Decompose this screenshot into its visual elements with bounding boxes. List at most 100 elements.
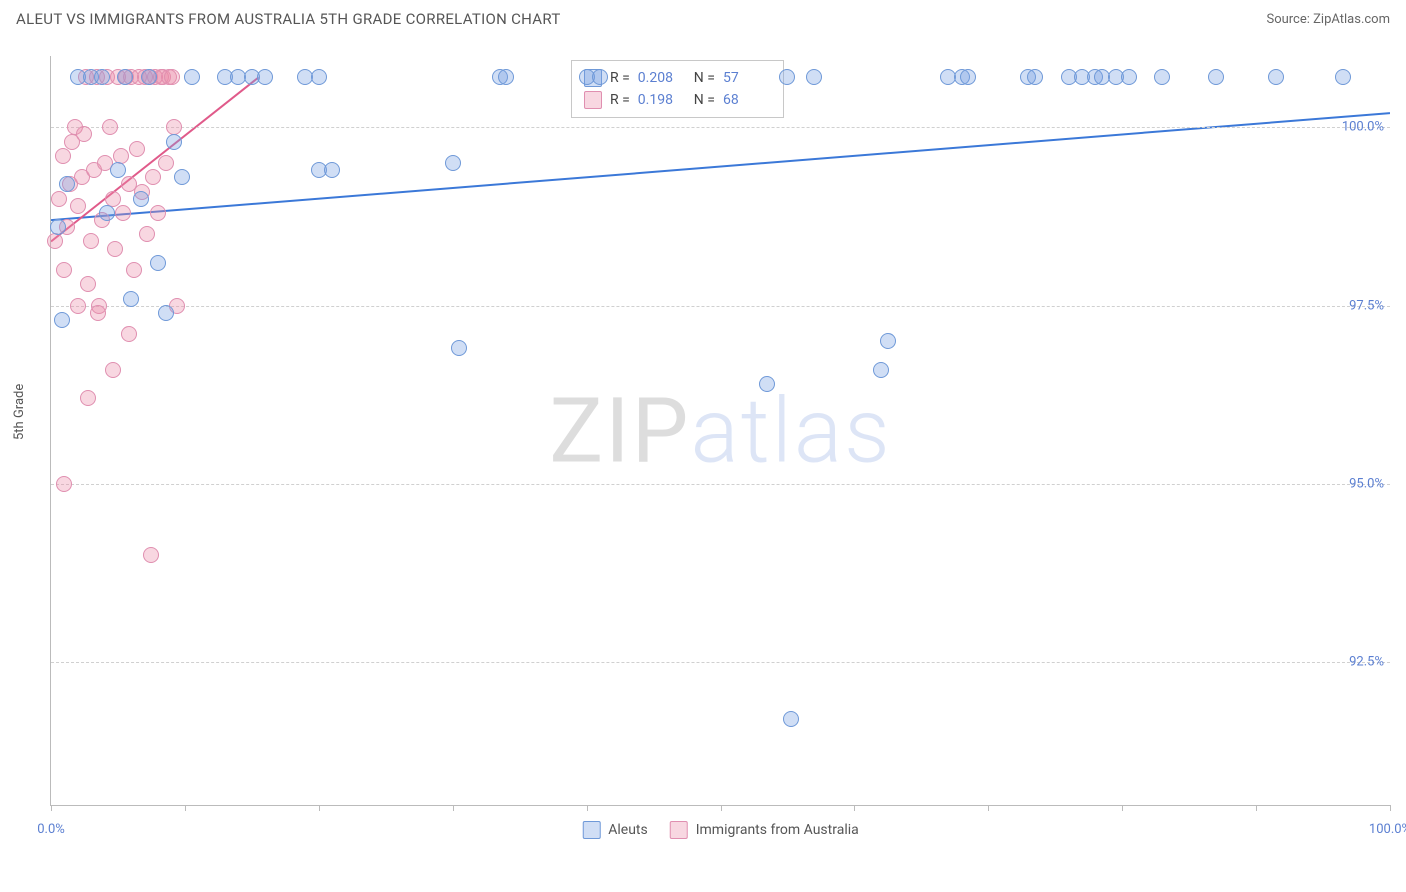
point-series1 xyxy=(117,69,133,85)
trend-line-series1 xyxy=(51,113,1390,220)
point-series2 xyxy=(70,298,86,314)
point-series2 xyxy=(164,69,180,85)
x-tick xyxy=(1256,805,1257,811)
point-series2 xyxy=(47,233,63,249)
point-series1 xyxy=(759,376,775,392)
legend-n-label-1: N = xyxy=(694,70,715,86)
y-tick-label: 97.5% xyxy=(1349,298,1384,313)
y-tick-label: 95.0% xyxy=(1349,477,1384,492)
x-tick xyxy=(988,805,989,811)
point-series1 xyxy=(150,255,166,271)
point-series1 xyxy=(783,711,799,727)
point-series1 xyxy=(324,162,340,178)
point-series2 xyxy=(129,141,145,157)
point-series2 xyxy=(102,119,118,135)
x-tick xyxy=(185,805,186,811)
point-series2 xyxy=(121,326,137,342)
point-series2 xyxy=(139,226,155,242)
point-series1 xyxy=(110,162,126,178)
point-series1 xyxy=(99,205,115,221)
point-series1 xyxy=(1208,69,1224,85)
point-series1 xyxy=(59,176,75,192)
point-series1 xyxy=(873,362,889,378)
gridline xyxy=(51,484,1390,485)
point-series2 xyxy=(76,126,92,142)
x-tick xyxy=(721,805,722,811)
bottom-swatch-series2 xyxy=(670,821,688,839)
point-series2 xyxy=(83,233,99,249)
y-axis-label: 5th Grade xyxy=(12,384,27,440)
point-series2 xyxy=(126,262,142,278)
x-tick xyxy=(587,805,588,811)
point-series1 xyxy=(1121,69,1137,85)
legend-r-label-1: R = xyxy=(610,70,630,86)
point-series2 xyxy=(55,148,71,164)
x-tick xyxy=(319,805,320,811)
legend-swatch-series2 xyxy=(584,91,602,109)
gridline xyxy=(51,306,1390,307)
watermark: ZIPatlas xyxy=(549,378,891,483)
point-series1 xyxy=(166,134,182,150)
point-series2 xyxy=(56,262,72,278)
point-series1 xyxy=(451,340,467,356)
point-series1 xyxy=(960,69,976,85)
point-series1 xyxy=(880,333,896,349)
point-series1 xyxy=(806,69,822,85)
legend-r-value-1: 0.208 xyxy=(638,70,686,86)
point-series1 xyxy=(1268,69,1284,85)
point-series2 xyxy=(80,390,96,406)
source-label: Source: ZipAtlas.com xyxy=(1266,12,1390,27)
bottom-legend-label-1: Aleuts xyxy=(608,822,647,838)
x-tick-label-min: 0.0% xyxy=(37,822,65,837)
point-series1 xyxy=(1335,69,1351,85)
point-series1 xyxy=(123,291,139,307)
point-series2 xyxy=(107,241,123,257)
point-series1 xyxy=(1027,69,1043,85)
x-tick xyxy=(51,805,52,811)
point-series1 xyxy=(50,219,66,235)
point-series1 xyxy=(141,69,157,85)
y-tick-label: 92.5% xyxy=(1349,655,1384,670)
legend-n-value-2: 68 xyxy=(723,92,771,108)
point-series1 xyxy=(184,69,200,85)
legend-n-label-2: N = xyxy=(694,92,715,108)
point-series1 xyxy=(1154,69,1170,85)
point-series2 xyxy=(143,547,159,563)
point-series1 xyxy=(311,69,327,85)
point-series1 xyxy=(779,69,795,85)
point-series2 xyxy=(105,362,121,378)
point-series2 xyxy=(115,205,131,221)
page-title: ALEUT VS IMMIGRANTS FROM AUSTRALIA 5TH G… xyxy=(16,10,561,28)
bottom-legend: Aleuts Immigrants from Australia xyxy=(582,821,859,839)
legend-n-value-1: 57 xyxy=(723,70,771,86)
point-series2 xyxy=(51,191,67,207)
scatter-chart: ZIPatlas R = 0.208 N = 57 R = 0.198 N = … xyxy=(50,56,1390,806)
point-series1 xyxy=(257,69,273,85)
point-series2 xyxy=(158,155,174,171)
watermark-zip: ZIP xyxy=(549,378,690,483)
point-series1 xyxy=(133,191,149,207)
x-tick xyxy=(453,805,454,811)
y-tick-label: 100.0% xyxy=(1342,120,1384,135)
bottom-legend-label-2: Immigrants from Australia xyxy=(696,822,859,838)
point-series2 xyxy=(56,476,72,492)
point-series1 xyxy=(94,69,110,85)
legend-r-label-2: R = xyxy=(610,92,630,108)
gridline xyxy=(51,662,1390,663)
bottom-swatch-series1 xyxy=(582,821,600,839)
x-tick xyxy=(1390,805,1391,811)
point-series2 xyxy=(70,198,86,214)
point-series2 xyxy=(150,205,166,221)
x-tick xyxy=(854,805,855,811)
x-tick-label-max: 100.0% xyxy=(1369,822,1406,837)
point-series1 xyxy=(158,305,174,321)
watermark-atlas: atlas xyxy=(690,378,891,483)
trend-lines xyxy=(51,56,1390,805)
point-series2 xyxy=(90,305,106,321)
x-tick xyxy=(1122,805,1123,811)
point-series1 xyxy=(498,69,514,85)
point-series1 xyxy=(54,312,70,328)
point-series2 xyxy=(80,276,96,292)
point-series1 xyxy=(445,155,461,171)
stats-legend: R = 0.208 N = 57 R = 0.198 N = 68 xyxy=(571,60,784,118)
